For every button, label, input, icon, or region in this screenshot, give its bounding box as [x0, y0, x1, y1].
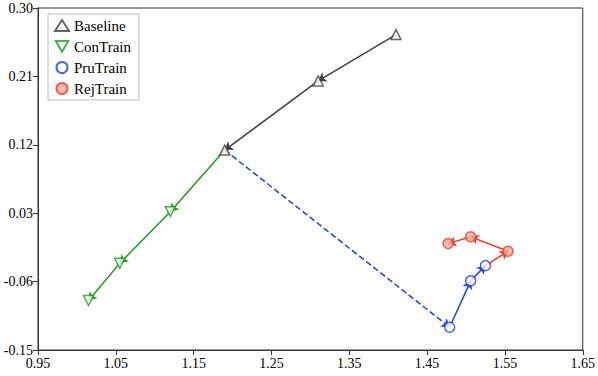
svg-text:1.45: 1.45 — [415, 356, 440, 371]
svg-text:-0.15: -0.15 — [3, 342, 33, 358]
svg-text:0.21: 0.21 — [9, 69, 34, 84]
svg-text:1.25: 1.25 — [259, 356, 284, 371]
svg-text:1.55: 1.55 — [493, 356, 518, 371]
svg-text:-0.06: -0.06 — [4, 274, 33, 289]
svg-text:1.35: 1.35 — [337, 356, 362, 371]
svg-text:0.12: 0.12 — [9, 137, 34, 152]
svg-text:ConTrain: ConTrain — [74, 39, 131, 55]
svg-text:0.03: 0.03 — [9, 206, 34, 221]
svg-text:0.30: 0.30 — [9, 1, 34, 16]
svg-text:0.95: 0.95 — [26, 356, 51, 371]
svg-text:PruTrain: PruTrain — [74, 60, 127, 76]
svg-text:1.05: 1.05 — [104, 356, 129, 371]
svg-text:1.65: 1.65 — [571, 356, 596, 371]
svg-text:1.15: 1.15 — [181, 356, 206, 371]
svg-text:RejTrain: RejTrain — [74, 81, 127, 97]
svg-text:Baseline: Baseline — [74, 18, 126, 34]
